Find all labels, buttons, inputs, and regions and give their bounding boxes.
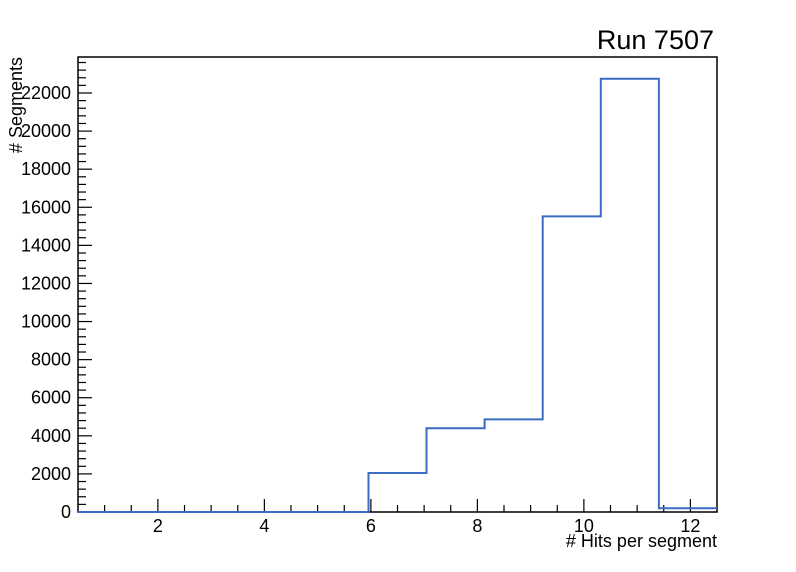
x-tick-label: 2 bbox=[153, 516, 163, 536]
x-tick-label: 10 bbox=[574, 516, 594, 536]
x-tick-label: 6 bbox=[366, 516, 376, 536]
plot-frame bbox=[77, 56, 718, 513]
y-tick-label: 16000 bbox=[21, 197, 71, 217]
y-tick-label: 10000 bbox=[21, 312, 71, 332]
y-tick-label: 22000 bbox=[21, 83, 71, 103]
axis-tick-labels: 0 2000 4000 6000 8000 10000 12000 14000 16000 180… bbox=[21, 83, 700, 536]
plot-title: Run 7507 bbox=[597, 25, 714, 55]
x-axis-title: # Hits per segment bbox=[566, 531, 717, 551]
x-tick-label: 4 bbox=[259, 516, 269, 536]
x-tick-label: 12 bbox=[680, 516, 700, 536]
histogram-line bbox=[78, 77, 717, 513]
y-tick-label: 0 bbox=[61, 502, 71, 522]
y-axis-title: # Segments bbox=[6, 57, 26, 153]
axis-ticks bbox=[78, 61, 691, 513]
y-tick-label: 2000 bbox=[31, 464, 71, 484]
y-tick-label: 14000 bbox=[21, 235, 71, 255]
y-tick-label: 6000 bbox=[31, 388, 71, 408]
x-tick-label: 8 bbox=[472, 516, 482, 536]
y-tick-label: 8000 bbox=[31, 350, 71, 370]
frame-rect bbox=[77, 56, 718, 513]
y-tick-label: 20000 bbox=[21, 121, 71, 141]
y-tick-label: 18000 bbox=[21, 159, 71, 179]
histogram-step-path bbox=[78, 77, 717, 513]
y-tick-label: 12000 bbox=[21, 273, 71, 293]
y-tick-label: 4000 bbox=[31, 426, 71, 446]
